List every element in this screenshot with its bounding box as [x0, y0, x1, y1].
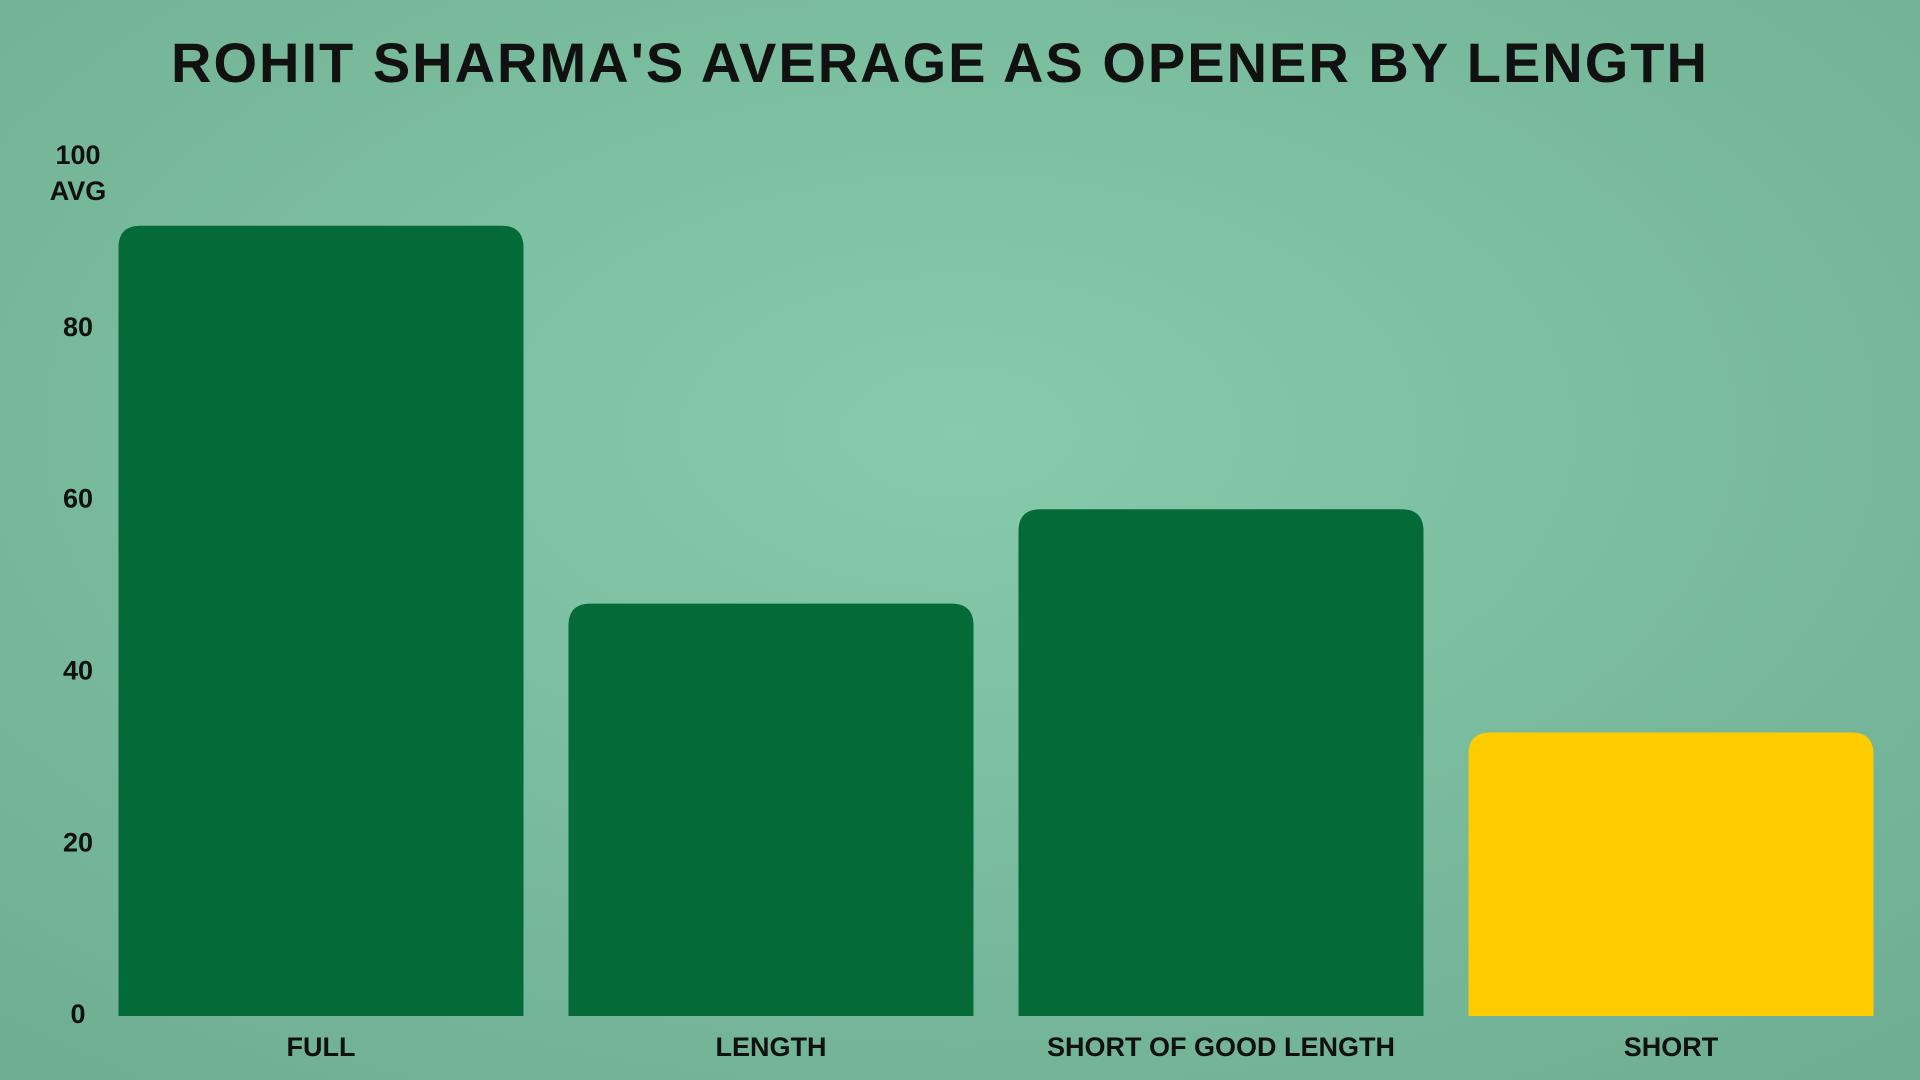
- y-tick-label: 80: [63, 312, 93, 342]
- y-tick-label: 20: [63, 827, 93, 857]
- chart-title: ROHIT SHARMA'S AVERAGE AS OPENER BY LENG…: [171, 31, 1709, 94]
- y-tick-label: 40: [63, 656, 93, 686]
- x-tick-label: SHORT: [1624, 1032, 1719, 1062]
- y-tick-label: 60: [63, 484, 93, 514]
- x-tick-label: SHORT OF GOOD LENGTH: [1047, 1032, 1395, 1062]
- bar: [1468, 732, 1874, 1016]
- bar: [118, 225, 524, 1017]
- bar: [568, 603, 974, 1016]
- bar: [1018, 509, 1424, 1016]
- x-tick-label: LENGTH: [716, 1032, 827, 1062]
- y-axis-label: AVG: [50, 176, 107, 206]
- y-tick-label: 0: [70, 999, 85, 1029]
- y-tick-label: 100: [55, 140, 100, 170]
- x-tick-label: FULL: [287, 1032, 356, 1062]
